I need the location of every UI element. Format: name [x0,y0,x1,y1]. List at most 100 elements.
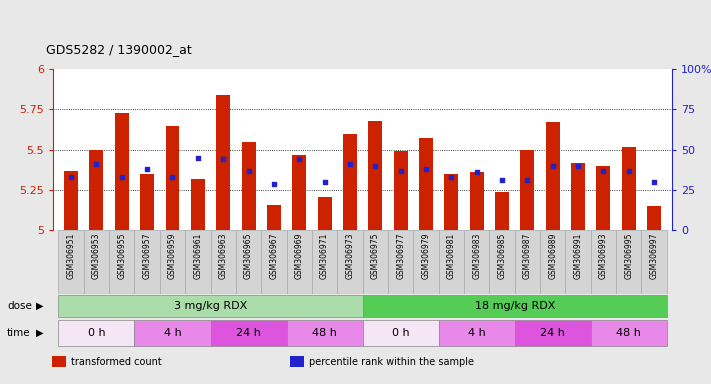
Text: 24 h: 24 h [236,328,261,338]
Bar [641,230,667,294]
Bar [540,230,565,294]
Bar [58,295,363,318]
Point [496,177,508,184]
Bar [267,205,281,230]
Text: 4 h: 4 h [468,328,486,338]
Bar [439,320,515,346]
Text: 3 mg/kg RDX: 3 mg/kg RDX [174,301,247,311]
Bar [64,171,78,230]
Bar [647,206,661,230]
Text: GSM306989: GSM306989 [548,232,557,279]
Point [294,156,305,162]
Bar [58,230,84,294]
Point [116,174,127,180]
Bar [597,166,611,230]
Text: 0 h: 0 h [87,328,105,338]
Text: 24 h: 24 h [540,328,565,338]
Text: GSM306953: GSM306953 [92,232,101,279]
Text: GSM306991: GSM306991 [574,232,582,279]
Bar [565,230,591,294]
Text: ▶: ▶ [36,301,43,311]
Text: time: time [7,328,31,338]
Text: GSM306959: GSM306959 [168,232,177,279]
Bar [287,320,363,346]
Bar [140,174,154,230]
Text: GSM306955: GSM306955 [117,232,127,279]
Text: GSM306997: GSM306997 [650,232,658,279]
Text: GDS5282 / 1390002_at: GDS5282 / 1390002_at [46,43,192,56]
Point [65,174,77,180]
Bar [591,230,616,294]
Text: GSM306965: GSM306965 [244,232,253,279]
Bar [489,230,515,294]
Bar [388,230,413,294]
Text: 48 h: 48 h [312,328,337,338]
Point [243,168,255,174]
Text: GSM306983: GSM306983 [472,232,481,279]
Text: 48 h: 48 h [616,328,641,338]
Text: 18 mg/kg RDX: 18 mg/kg RDX [474,301,555,311]
Text: GSM306993: GSM306993 [599,232,608,279]
Bar [515,230,540,294]
Text: transformed count: transformed count [71,356,162,367]
Text: GSM306985: GSM306985 [498,232,506,279]
Bar [210,230,236,294]
Bar [368,121,383,230]
Bar [616,230,641,294]
Bar [546,122,560,230]
Bar [261,230,287,294]
Bar [166,126,179,230]
Bar [622,147,636,230]
Bar [419,139,433,230]
Text: GSM306967: GSM306967 [269,232,279,279]
Bar [191,179,205,230]
Bar [216,95,230,230]
Point [141,166,153,172]
Bar [84,230,109,294]
Bar [210,320,287,346]
Bar [242,142,255,230]
Bar [520,150,535,230]
Bar [290,356,304,367]
Text: GSM306951: GSM306951 [67,232,75,279]
Bar [292,155,306,230]
Bar [363,295,667,318]
Bar [185,230,210,294]
Point [471,169,482,175]
Text: 4 h: 4 h [164,328,181,338]
Bar [464,230,489,294]
Bar [591,320,667,346]
Point [192,155,203,161]
Bar [160,230,185,294]
Text: GSM306973: GSM306973 [346,232,355,279]
Point [572,163,584,169]
Bar [363,230,388,294]
Point [547,163,558,169]
Text: percentile rank within the sample: percentile rank within the sample [309,356,474,367]
Bar [53,356,66,367]
Bar [394,151,407,230]
Bar [90,150,103,230]
Point [91,161,102,167]
Bar [312,230,337,294]
Point [420,166,432,172]
Text: dose: dose [7,301,32,311]
Point [648,179,660,185]
Bar [318,197,331,230]
Text: GSM306987: GSM306987 [523,232,532,279]
Bar [343,134,357,230]
Bar [58,320,134,346]
Point [319,179,331,185]
Text: GSM306979: GSM306979 [422,232,430,279]
Text: GSM306995: GSM306995 [624,232,634,279]
Bar [495,192,509,230]
Point [268,180,279,187]
Bar [109,230,134,294]
Text: GSM306957: GSM306957 [143,232,151,279]
Point [344,161,356,167]
Text: GSM306977: GSM306977 [396,232,405,279]
Bar [134,230,160,294]
Bar [337,230,363,294]
Bar [363,320,439,346]
Text: GSM306969: GSM306969 [295,232,304,279]
